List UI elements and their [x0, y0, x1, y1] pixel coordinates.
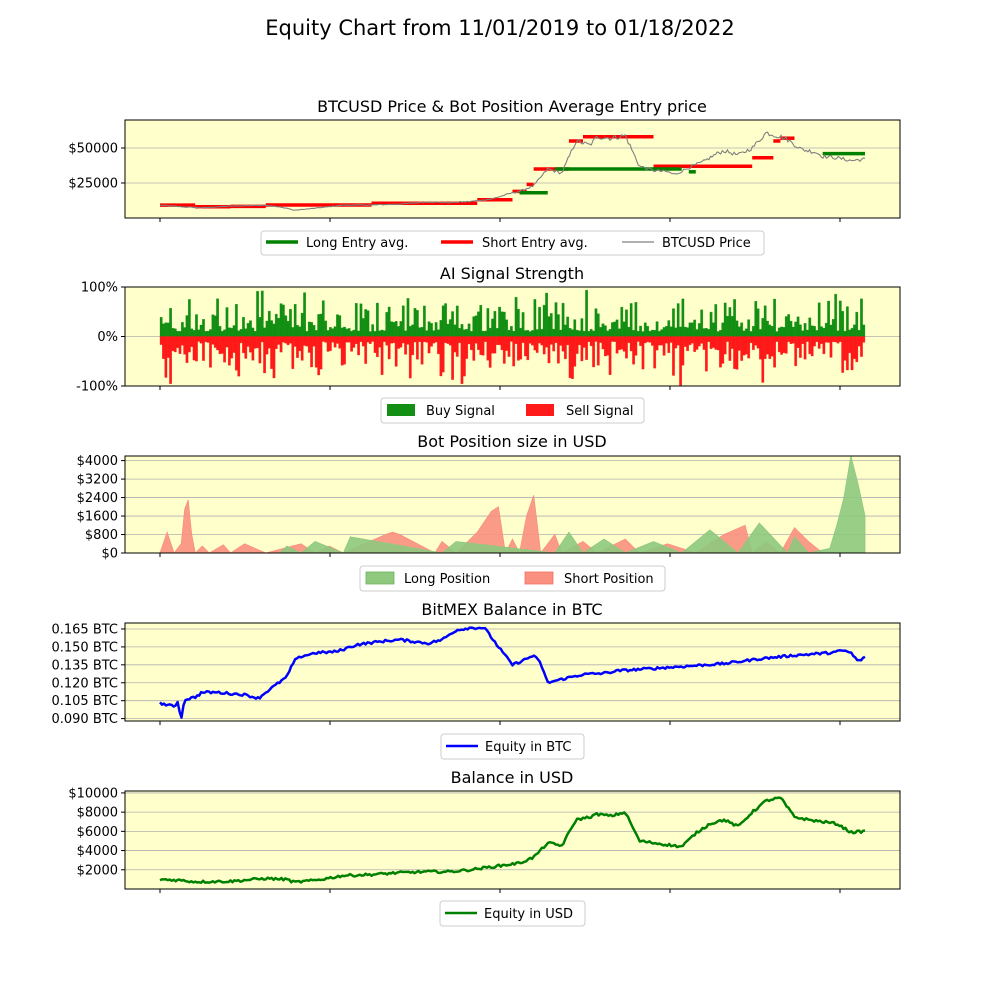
btc-balance-plot-area [125, 623, 900, 721]
short-position-legend-label: Short Position [564, 572, 654, 587]
btc-balance-chart: BitMEX Balance in BTC 0.090 BTC 0.105 BTC… [51, 600, 901, 760]
sell-signal-legend-label: Sell Signal [566, 404, 634, 419]
long-position-area [160, 456, 866, 553]
price-chart-title: BTCUSD Price & Bot Position Average Entr… [317, 97, 707, 116]
usd-balance-chart-title: Balance in USD [451, 768, 574, 787]
y-tick-label: 0% [97, 330, 118, 345]
y-tick-label: $2400 [77, 491, 118, 506]
position-series-layer [159, 456, 866, 553]
btc-balance-xticks [159, 721, 841, 725]
price-plot-area [125, 120, 900, 218]
position-legend: Long Position Short Position [359, 565, 666, 592]
y-tick-label: $3200 [77, 473, 118, 488]
btc-balance-grid [125, 628, 900, 720]
price-chart: BTCUSD Price & Bot Position Average Entr… [68, 97, 901, 256]
position-plot-frame [124, 455, 901, 554]
price-series-layer [159, 131, 866, 211]
y-tick-label: $50000 [68, 142, 118, 157]
y-tick-label: 0.150 BTC [51, 640, 118, 655]
short-position-legend-swatch [524, 571, 554, 585]
usd-balance-yticks: $2000 $4000 $6000 $8000 $10000 [68, 786, 125, 878]
signal-chart: AI Signal Strength -100% 0% 100% Buy Signa… [76, 264, 901, 424]
y-tick-label: $1600 [77, 510, 118, 525]
y-tick-label: 0.105 BTC [51, 694, 118, 709]
y-tick-label: $2000 [77, 863, 118, 878]
usd-balance-plot-area [125, 791, 900, 889]
btcusd-price-line [159, 131, 866, 211]
btc-equity-legend-label: Equity in BTC [485, 740, 571, 755]
position-yticks: $0 $800 $1600 $2400 $3200 $4000 [77, 454, 125, 562]
y-tick-label: -100% [76, 380, 118, 395]
usd-balance-legend: Equity in USD [439, 900, 586, 927]
price-xticks [159, 218, 841, 222]
signal-legend: Buy Signal Sell Signal [380, 397, 645, 424]
btc-balance-plot-frame [124, 622, 901, 722]
price-grid [125, 147, 900, 184]
signal-chart-title: AI Signal Strength [440, 264, 584, 283]
price-legend: Long Entry avg. Short Entry avg. BTCUSD … [260, 230, 765, 256]
figure-title: Equity Chart from 11/01/2019 to 01/18/20… [265, 16, 735, 40]
y-tick-label: $4000 [77, 454, 118, 469]
short-entry-legend-label: Short Entry avg. [482, 236, 588, 251]
y-tick-label: $4000 [77, 844, 118, 859]
buy-signal-legend-swatch [387, 404, 415, 416]
long-position-legend-label: Long Position [404, 572, 490, 587]
usd-balance-xticks [159, 889, 841, 893]
y-tick-label: 0.090 BTC [51, 712, 118, 727]
y-tick-label: $8000 [77, 806, 118, 821]
sell-signal-area [159, 336, 866, 386]
signal-yticks: -100% 0% 100% [76, 281, 125, 395]
y-tick-label: $25000 [68, 177, 118, 192]
price-yticks: $25000 $50000 [68, 142, 125, 192]
y-tick-label: 0.135 BTC [51, 658, 118, 673]
price-plot-frame [124, 119, 901, 219]
long-position-legend-swatch [365, 571, 395, 585]
btc-balance-legend: Equity in BTC [440, 733, 585, 760]
signal-xticks [159, 386, 841, 390]
sell-signal-legend-swatch [526, 404, 554, 416]
position-chart: Bot Position size in USD $0 $800 $1600 $240… [77, 432, 901, 592]
usd-equity-legend-label: Equity in USD [484, 907, 573, 922]
long-entry-legend-label: Long Entry avg. [306, 236, 408, 251]
btc-balance-series-layer [159, 626, 866, 719]
y-tick-label: 0.120 BTC [51, 676, 118, 691]
buy-signal-legend-label: Buy Signal [426, 404, 495, 419]
btc-equity-line [159, 626, 866, 719]
usd-balance-grid [125, 792, 900, 871]
position-xticks [159, 553, 841, 557]
signal-series-layer [159, 289, 866, 386]
y-tick-label: $800 [85, 528, 118, 543]
buy-signal-area [159, 289, 866, 337]
usd-balance-plot-frame [124, 790, 901, 890]
y-tick-label: 0.165 BTC [51, 622, 118, 637]
usd-balance-series-layer [159, 796, 866, 884]
price-legend-label: BTCUSD Price [662, 236, 751, 251]
btc-balance-chart-title: BitMEX Balance in BTC [421, 600, 602, 619]
y-tick-label: $0 [101, 547, 118, 562]
y-tick-label: $6000 [77, 825, 118, 840]
y-tick-label: $10000 [68, 786, 118, 801]
btc-balance-yticks: 0.090 BTC 0.105 BTC 0.120 BTC 0.135 BTC 0.15… [51, 622, 125, 727]
usd-equity-line [159, 796, 866, 884]
y-tick-label: 100% [81, 281, 118, 296]
position-chart-title: Bot Position size in USD [417, 432, 606, 451]
usd-balance-chart: Balance in USD $2000 $4000 $6000 $8000 $1000… [68, 768, 901, 927]
